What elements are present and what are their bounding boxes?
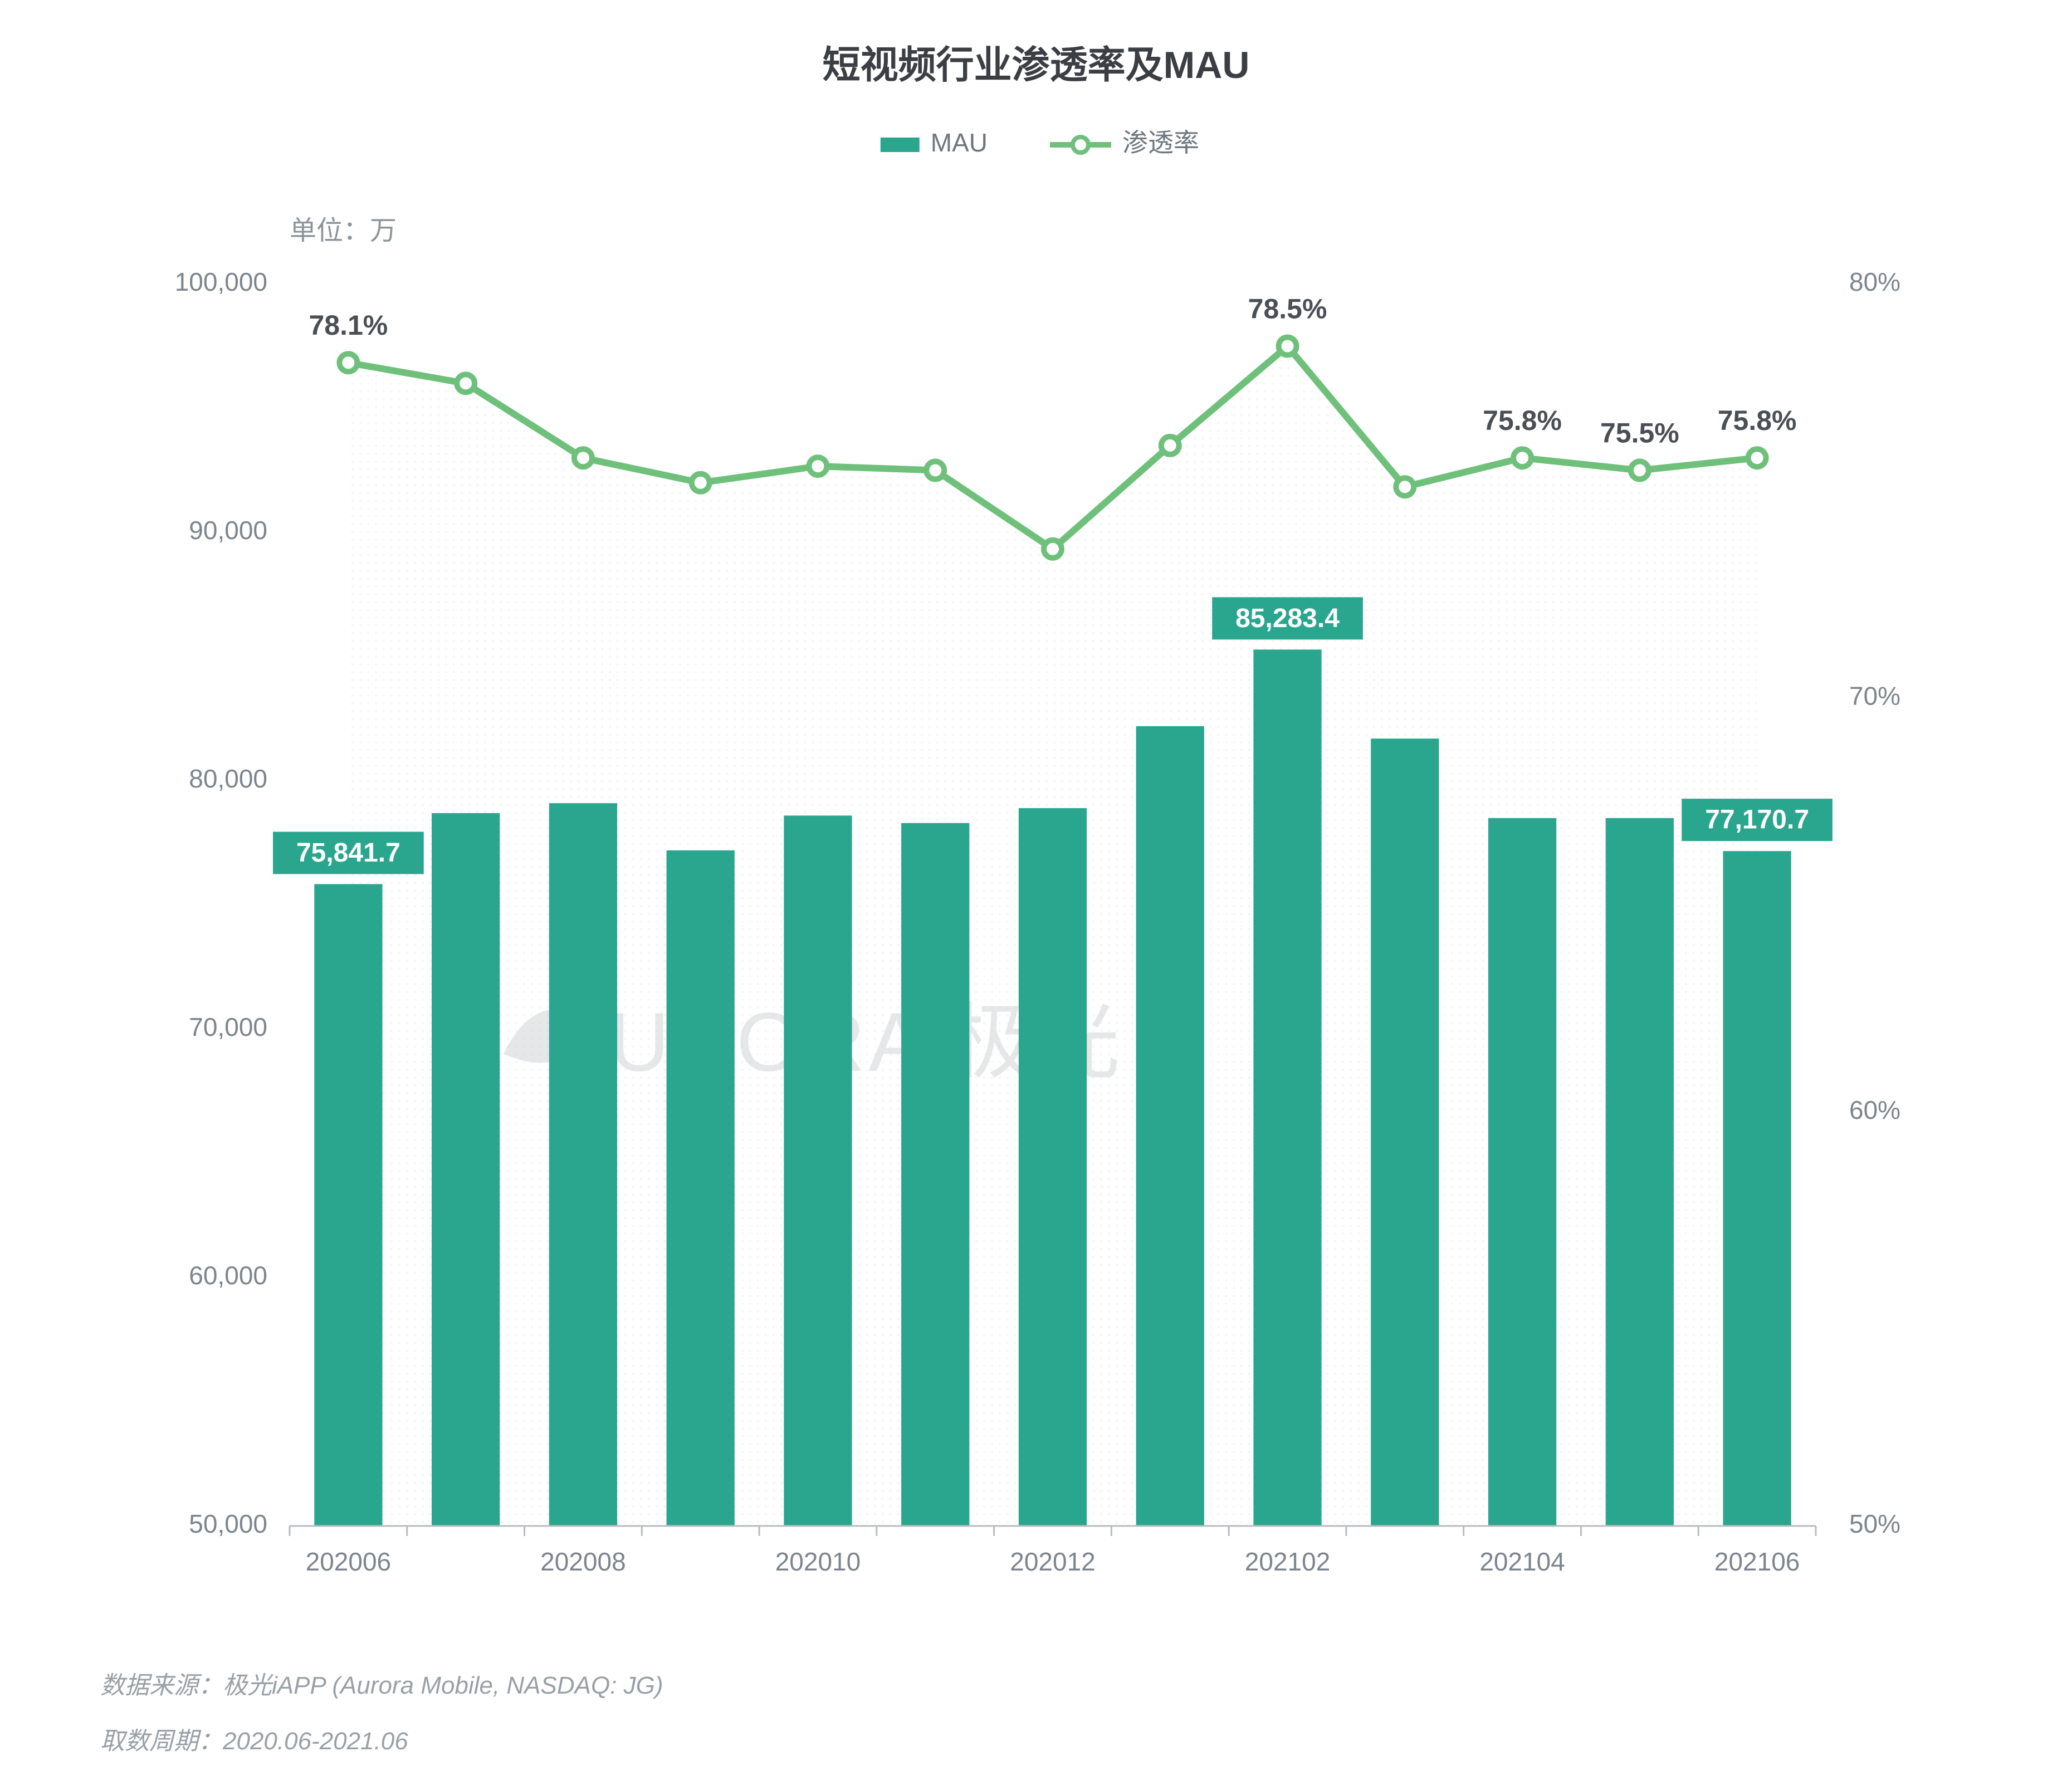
y-right-tick-label: 80% <box>1849 267 1900 296</box>
bar <box>784 815 852 1526</box>
y-left-tick-label: 80,000 <box>189 764 267 793</box>
y-left-tick-label: 100,000 <box>175 267 267 296</box>
bar <box>1371 738 1439 1526</box>
bar <box>549 803 617 1526</box>
x-tick-label: 202008 <box>540 1547 626 1576</box>
bar <box>1488 818 1556 1526</box>
line-marker <box>457 374 475 392</box>
line-point-label: 78.1% <box>309 310 388 341</box>
bar <box>1606 818 1674 1526</box>
bar <box>901 823 969 1526</box>
line-marker <box>1161 437 1179 454</box>
x-tick-label: 202006 <box>306 1547 392 1576</box>
line-marker <box>692 474 710 492</box>
line-point-label: 75.8% <box>1483 405 1562 436</box>
bar <box>667 850 735 1526</box>
legend-bar-swatch <box>881 138 920 152</box>
line-point-label: 75.5% <box>1600 418 1679 449</box>
x-tick-label: 202012 <box>1010 1547 1096 1576</box>
bar <box>1253 649 1321 1526</box>
line-marker <box>1748 449 1766 467</box>
y-left-tick-label: 90,000 <box>189 516 267 545</box>
y-left-tick-label: 70,000 <box>189 1012 267 1041</box>
bar <box>432 813 500 1526</box>
chart-container: 短视频行业渗透率及MAUMAU渗透率单位：万URORA 极光75,841.785… <box>0 0 2072 1771</box>
unit-label: 单位：万 <box>290 216 397 246</box>
line-marker <box>339 354 357 371</box>
legend-bar-label: MAU <box>931 128 988 157</box>
x-tick-label: 202104 <box>1479 1547 1565 1576</box>
y-left-tick-label: 60,000 <box>189 1261 267 1290</box>
line-point-label: 75.8% <box>1718 405 1797 436</box>
line-marker <box>1631 462 1649 480</box>
legend-line-marker <box>1073 137 1088 153</box>
bar <box>1723 851 1791 1526</box>
line-marker <box>574 449 592 467</box>
bar-value-label: 85,283.4 <box>1235 604 1340 633</box>
x-tick-label: 202010 <box>775 1547 861 1576</box>
legend-line-label: 渗透率 <box>1122 128 1199 157</box>
x-tick-label: 202106 <box>1714 1547 1800 1576</box>
x-tick-label: 202102 <box>1245 1547 1331 1576</box>
chart-svg: 短视频行业渗透率及MAUMAU渗透率单位：万URORA 极光75,841.785… <box>0 0 2072 1771</box>
bar <box>314 884 382 1526</box>
line-marker <box>1513 449 1531 467</box>
line-marker <box>1396 478 1414 496</box>
bar-value-label: 77,170.7 <box>1705 805 1809 835</box>
footer-source: 数据来源：极光iAPP (Aurora Mobile, NASDAQ: JG) <box>100 1665 663 1701</box>
bar <box>1019 808 1087 1526</box>
y-right-tick-label: 70% <box>1849 681 1900 710</box>
line-marker <box>809 457 827 475</box>
footer-period: 取数周期：2020.06-2021.06 <box>100 1721 408 1757</box>
line-marker <box>1279 337 1297 355</box>
line-marker <box>1044 540 1062 558</box>
line-marker <box>926 462 944 480</box>
bar <box>1136 726 1204 1526</box>
chart-title: 短视频行业渗透率及MAU <box>823 44 1250 86</box>
bar-value-label: 75,841.7 <box>296 838 400 868</box>
y-left-tick-label: 50,000 <box>189 1509 267 1538</box>
line-point-label: 78.5% <box>1248 293 1327 325</box>
y-right-tick-label: 60% <box>1849 1095 1900 1124</box>
y-right-tick-label: 50% <box>1849 1509 1900 1538</box>
